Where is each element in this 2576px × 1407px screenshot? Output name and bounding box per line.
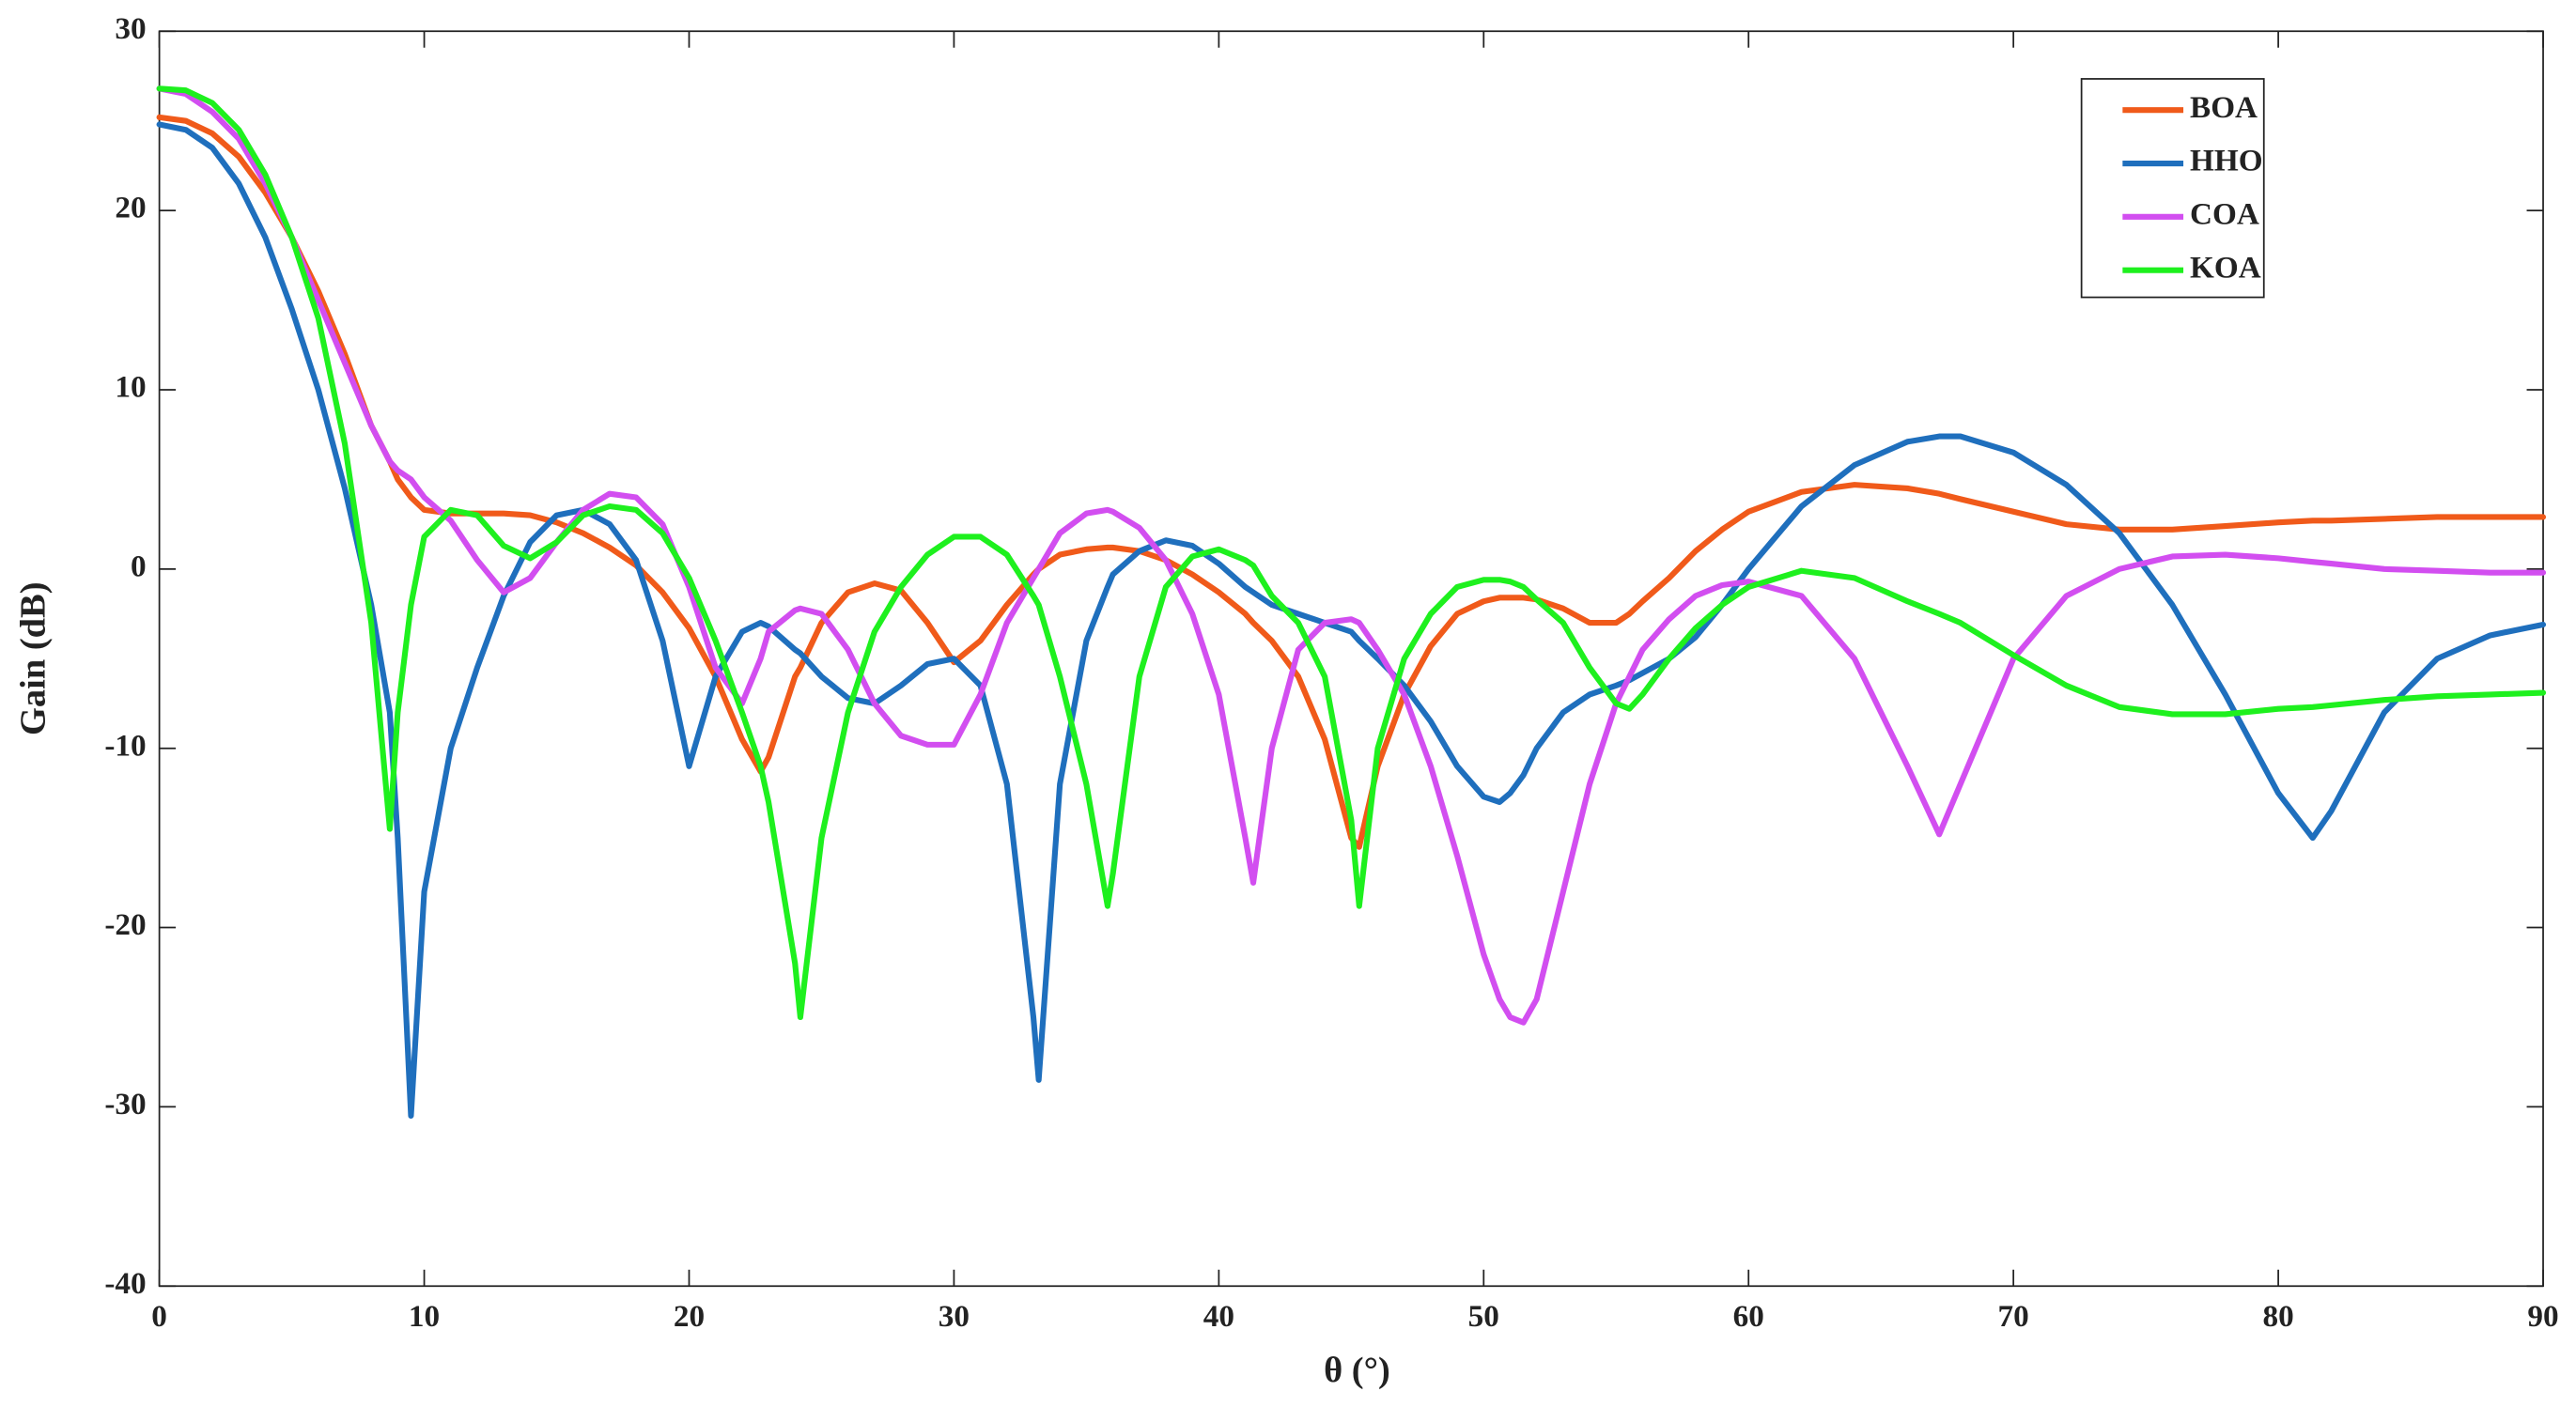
x-tick-label: 50 (1468, 1299, 1499, 1334)
data-line (156, 121, 2547, 1120)
y-tick-label: 30 (115, 11, 146, 46)
legend-label: HHO (2190, 144, 2263, 178)
y-tick-label: -30 (104, 1087, 146, 1121)
x-tick-label: 60 (1733, 1299, 1764, 1334)
x-tick-label: 30 (939, 1299, 970, 1334)
y-tick-label: 10 (115, 370, 146, 405)
x-tick-label: 10 (409, 1299, 440, 1334)
x-axis-label: θ (°) (1324, 1351, 1390, 1390)
y-axis-label: Gain (dB) (13, 581, 53, 735)
y-tick-label: 20 (115, 191, 146, 225)
legend-label: COA (2190, 196, 2259, 231)
y-tick-label: -10 (104, 728, 146, 763)
x-tick-label: 40 (1203, 1299, 1234, 1334)
x-tick-label: 20 (674, 1299, 705, 1334)
y-tick-label: -40 (104, 1266, 146, 1301)
x-tick-label: 70 (1998, 1299, 2029, 1334)
x-tick-label: 90 (2527, 1299, 2558, 1334)
data-line (156, 85, 2547, 1026)
y-tick-label: -20 (104, 907, 146, 942)
x-tick-label: 80 (2262, 1299, 2293, 1334)
y-tick-label: 0 (131, 549, 147, 583)
x-tick-label: 0 (151, 1299, 167, 1334)
legend-box (2080, 78, 2265, 299)
data-line (156, 85, 2547, 1021)
legend-label: BOA (2190, 90, 2258, 125)
legend-label: KOA (2190, 250, 2261, 285)
